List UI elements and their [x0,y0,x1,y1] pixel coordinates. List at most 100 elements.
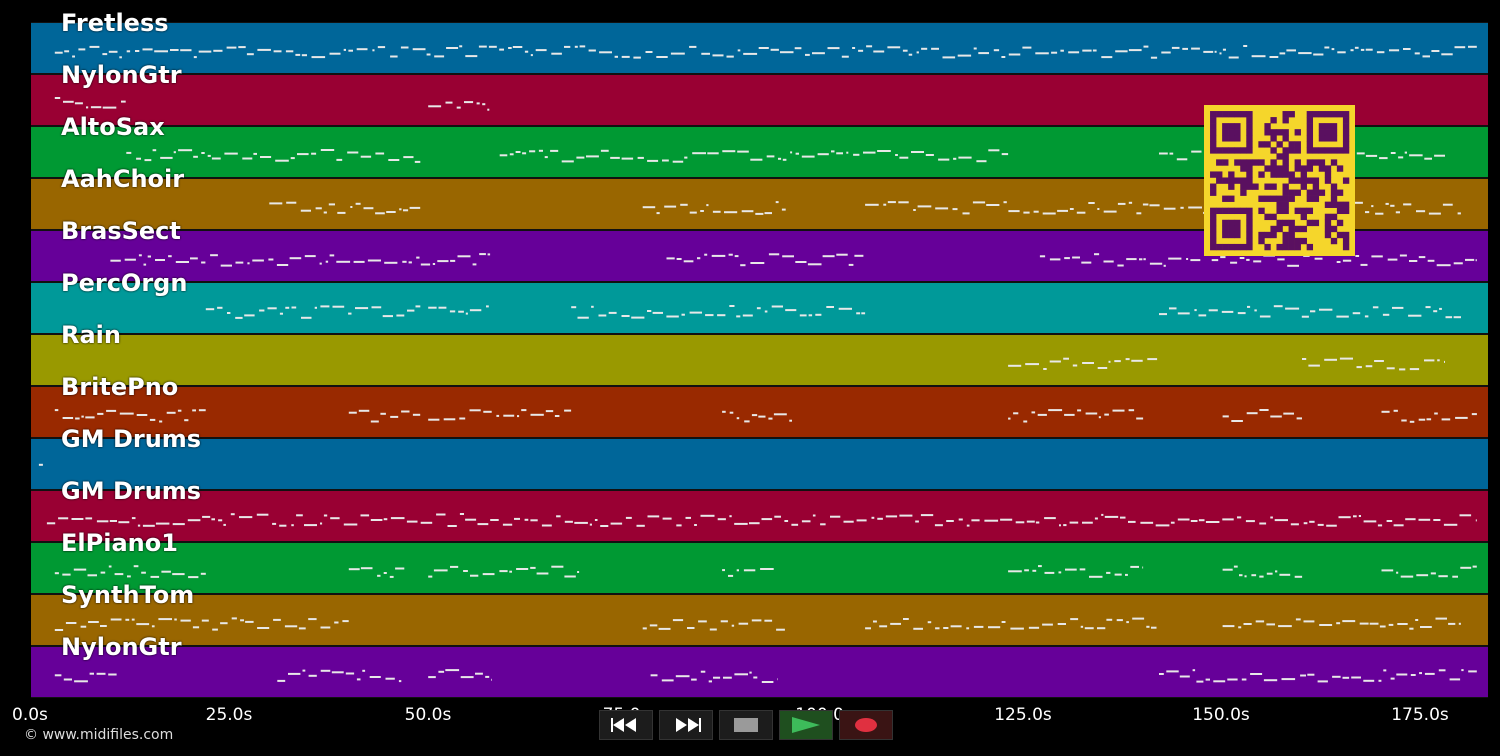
note-area [54,97,490,111]
midi-note [791,523,799,526]
midi-note [80,625,87,628]
midi-note [608,311,617,314]
midi-note [63,100,74,103]
fast-forward-button[interactable] [659,710,713,740]
midi-note [1065,568,1077,571]
midi-note [801,155,815,158]
midi-note [377,574,381,577]
midi-note [319,262,322,265]
midi-note [768,417,773,420]
midi-note [456,106,461,109]
midi-note [1269,56,1279,58]
midi-note [1301,315,1309,318]
midi-note [943,627,949,629]
midi-note [1434,154,1445,157]
midi-note [1409,368,1420,371]
track-lane[interactable] [31,646,1488,698]
midi-note [178,149,193,152]
midi-note [1125,573,1128,576]
midi-note [211,518,215,521]
midi-note [1393,524,1404,527]
midi-note [383,572,387,574]
midi-note [89,672,94,675]
midi-note [325,260,329,263]
midi-note [887,46,901,49]
midi-note [64,50,70,53]
piano-roll[interactable] [31,22,1488,698]
midi-note [1452,575,1458,578]
midi-note [499,154,508,157]
midi-note [707,152,719,155]
midi-note [917,205,932,208]
midi-note [1386,367,1395,370]
midi-note [1303,522,1308,525]
note-area [54,669,1477,683]
track-lane[interactable] [31,594,1488,646]
time-tick-label: 50.0s [404,705,452,725]
midi-note [1033,210,1039,213]
midi-note [723,676,732,679]
track-lane[interactable] [31,542,1488,594]
midi-note [136,623,150,626]
track-lane[interactable] [31,490,1488,542]
track-lane[interactable] [31,334,1488,386]
track-lane[interactable] [31,386,1488,438]
midi-note [1433,310,1438,313]
midi-note [1400,575,1414,578]
midi-note [1043,368,1047,370]
midi-note [760,568,774,570]
midi-note [311,56,326,59]
record-button[interactable] [839,710,893,740]
play-button[interactable] [779,710,833,740]
track-label: SynthTom [61,581,195,609]
track-lane[interactable] [31,438,1488,490]
midi-note [408,261,412,264]
midi-note [485,675,490,678]
midi-note [712,210,721,213]
midi-note [758,415,766,418]
midi-note [1008,364,1022,367]
midi-note [1211,259,1219,262]
midi-note [515,151,521,153]
midi-note [409,206,421,209]
midi-note [971,519,980,522]
stop-button[interactable] [719,710,773,740]
midi-note [438,670,445,673]
midi-note [731,624,735,627]
track-lane[interactable] [31,22,1488,74]
track-label: AltoSax [61,113,165,141]
midi-note [1128,201,1133,204]
midi-note [1246,412,1258,415]
midi-note [1049,360,1061,363]
midi-note [697,257,701,260]
midi-note [1219,52,1222,55]
midi-note [443,418,456,421]
midi-note [1159,673,1164,675]
midi-note [1125,358,1130,361]
midi-note [1214,50,1217,53]
track-lane[interactable] [31,282,1488,334]
midi-note [230,513,235,516]
midi-note [1287,264,1299,267]
midi-note [1213,680,1226,683]
note-area [205,305,1461,319]
midi-note [314,306,317,309]
midi-note [784,520,789,522]
midi-note [1438,575,1448,578]
midi-note [1475,259,1477,262]
midi-note [692,152,706,155]
midi-note [536,572,549,575]
midi-note [1448,622,1456,625]
midi-note [360,567,373,570]
midi-note [538,149,543,152]
midi-note [1416,210,1426,213]
midi-note [764,212,772,215]
midi-note [1424,157,1432,160]
midi-note [201,152,205,154]
midi-note [350,206,353,208]
midi-note [952,208,958,211]
rewind-button[interactable] [599,710,653,740]
midi-note [820,523,826,526]
midi-note [591,305,594,308]
midi-note [1279,52,1286,55]
